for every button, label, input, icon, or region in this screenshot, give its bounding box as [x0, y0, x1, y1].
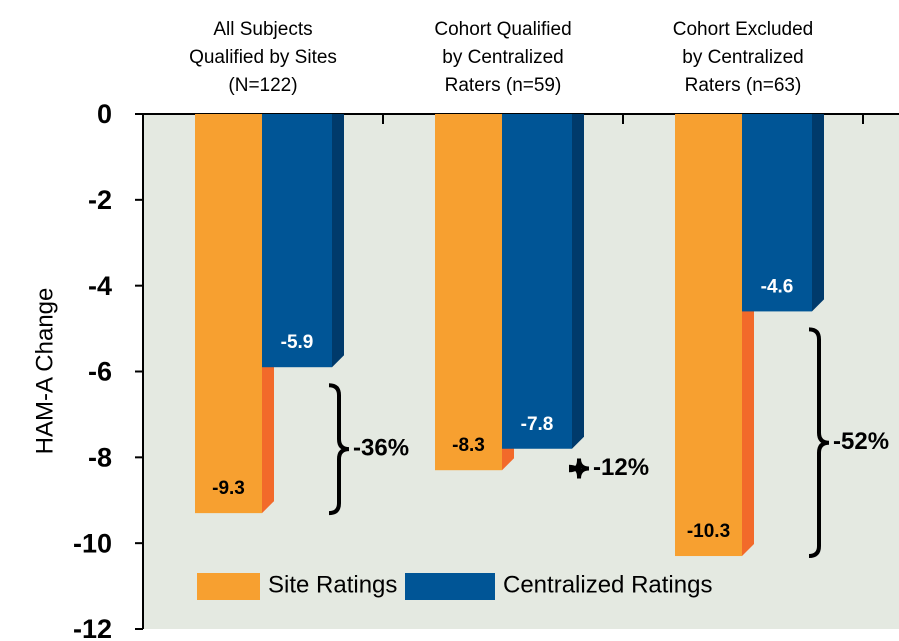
legend-swatch	[197, 573, 260, 600]
bar-side	[332, 114, 344, 368]
y-axis-label: HAM-A Change	[31, 288, 58, 455]
annotation: -12%	[593, 454, 649, 481]
bar	[195, 114, 262, 514]
y-tick-label: -4	[88, 271, 112, 301]
x-category-label: All Subjects Qualified by Sites (N=122)	[189, 19, 337, 96]
annotation: -36%	[353, 435, 409, 462]
value-label: -5.9	[281, 332, 314, 353]
x-category-label: Cohort Excluded by Centralized Raters (n=6…	[673, 19, 813, 96]
y-tick-label: -8	[88, 442, 112, 472]
value-label: -9.3	[212, 478, 245, 499]
brace	[328, 383, 350, 516]
bar	[262, 114, 332, 368]
value-label: -7.8	[521, 414, 554, 435]
bar	[675, 114, 742, 557]
value-label: -4.6	[761, 276, 794, 297]
legend-label: Centralized Ratings	[503, 571, 712, 598]
value-label: -10.3	[687, 521, 730, 542]
annotation: -52%	[833, 428, 889, 455]
y-tick-label: -6	[88, 357, 112, 387]
bar-side	[812, 114, 824, 312]
bar-side	[572, 114, 584, 449]
bar	[435, 114, 502, 471]
bar	[742, 114, 812, 312]
x-category-label: Cohort Qualified by Centralized Raters (n=…	[434, 19, 571, 96]
y-tick-label: -2	[88, 185, 112, 215]
y-tick-label: 0	[97, 99, 112, 129]
brace	[808, 327, 830, 559]
y-tick-label: -12	[73, 614, 112, 641]
legend-swatch	[405, 573, 495, 600]
brace	[568, 458, 590, 479]
value-label: -8.3	[452, 435, 485, 456]
bar	[502, 114, 572, 449]
y-tick-label: -10	[73, 528, 112, 558]
legend-label: Site Ratings	[268, 571, 397, 598]
